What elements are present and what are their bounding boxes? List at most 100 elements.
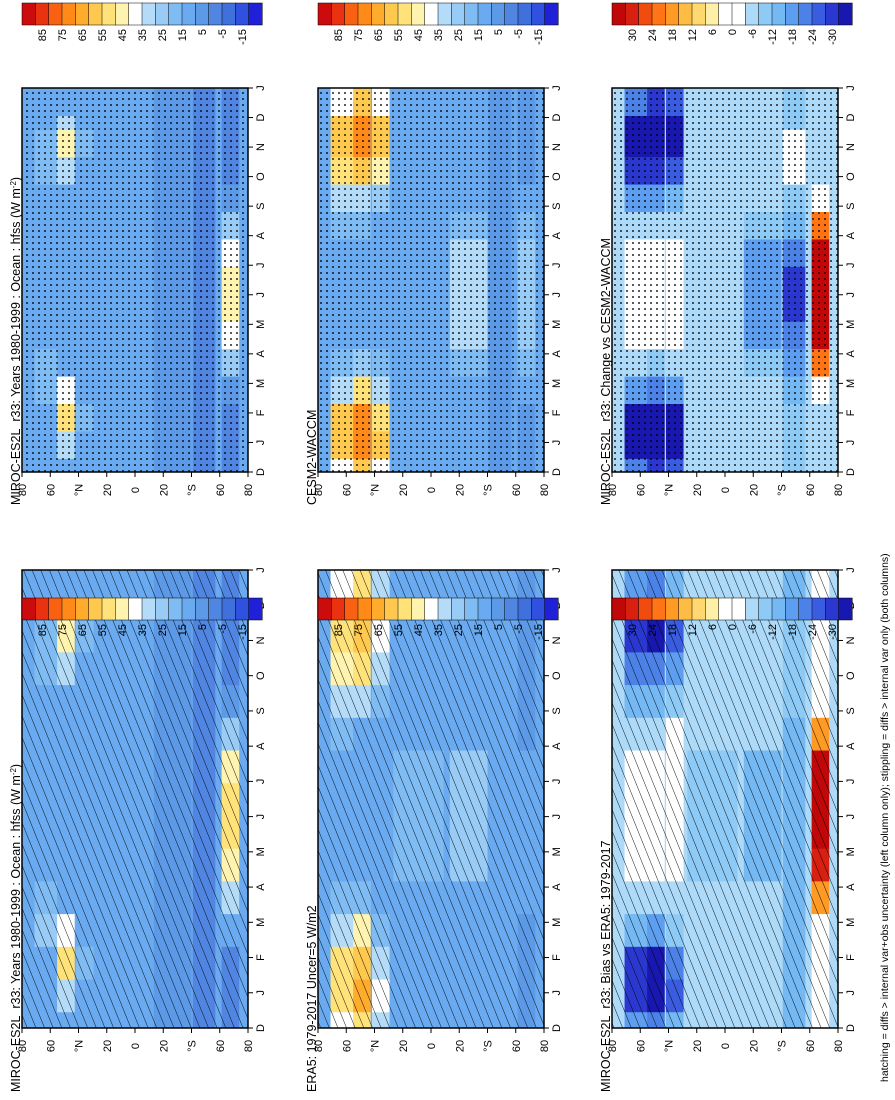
month-tick-label: A [255, 350, 267, 358]
colorbar-label: 0 [727, 624, 739, 630]
month-tick-label: J [551, 292, 563, 298]
month-tick-label: N [551, 636, 563, 644]
colorbar-swatch [181, 2, 196, 26]
colorbar-label: 15 [177, 624, 189, 636]
month-tick-label: J [845, 814, 857, 820]
month-tick-label: A [551, 350, 563, 358]
colorbar-swatch [195, 2, 210, 26]
month-tick-label: A [255, 231, 267, 239]
colorbar-swatch [35, 2, 50, 26]
colorbar-label: -24 [807, 624, 819, 640]
lat-tick-label: 20 [102, 484, 114, 496]
colorbar-swatch [61, 2, 76, 26]
colorbar-swatch [424, 2, 439, 26]
colorbar-swatch [651, 597, 666, 621]
colorbar-label: -24 [807, 29, 819, 45]
colorbar-swatch [811, 597, 826, 621]
colorbar-label: 85 [37, 29, 49, 41]
colorbar-swatch [155, 2, 170, 26]
colorbar-swatch [665, 597, 680, 621]
colorbar-label: -15 [533, 29, 545, 45]
month-tick-label: F [255, 954, 267, 961]
month-tick-label: O [255, 172, 267, 181]
colorbar-swatch [491, 597, 506, 621]
colorbar-label: 24 [647, 624, 659, 636]
colorbar-swatch [451, 597, 466, 621]
colorbar-swatch [384, 2, 399, 26]
colorbar-swatch [141, 2, 156, 26]
colorbar-label: 35 [137, 29, 149, 41]
colorbar-label: 25 [453, 624, 465, 636]
lat-tick-label: 20 [158, 484, 170, 496]
colorbar-swatch [705, 2, 720, 26]
month-tick-label: J [845, 85, 857, 91]
colorbar-swatch [181, 597, 196, 621]
month-tick-label: D [551, 1024, 563, 1032]
colorbar-swatch [517, 2, 532, 26]
colorbar-label: 6 [707, 29, 719, 35]
colorbar-label: -5 [217, 29, 229, 39]
colorbar-swatch [544, 2, 559, 26]
colorbar-swatch [221, 2, 236, 26]
lat-tick-label: 20 [454, 1040, 466, 1052]
lat-tick-label: 80 [17, 1040, 29, 1052]
colorbar-label: 55 [97, 29, 109, 41]
lat-tick-label: 0 [720, 487, 732, 493]
colorbar-swatch [331, 2, 346, 26]
lat-tick-label: 20 [748, 484, 760, 496]
colorbar-swatch [168, 2, 183, 26]
month-tick-label: A [845, 350, 857, 358]
lat-tick-label: °N [74, 1040, 86, 1052]
stippling-overlay [612, 88, 838, 472]
colorbar-label: 65 [77, 29, 89, 41]
month-tick-label: S [255, 202, 267, 209]
colorbar-swatch [331, 597, 346, 621]
lat-tick-label: 80 [607, 1040, 619, 1052]
lat-tick-label: 60 [341, 1040, 353, 1052]
colorbar-swatch [397, 2, 412, 26]
stippling-overlay [318, 88, 544, 472]
colorbar-label: 18 [667, 624, 679, 636]
month-tick-label: J [255, 779, 267, 785]
colorbar-swatch [437, 2, 452, 26]
colorbar-label: 65 [77, 624, 89, 636]
colorbar-swatch [477, 2, 492, 26]
lat-tick-label: 60 [805, 484, 817, 496]
month-tick-label: A [845, 231, 857, 239]
lat-tick-label: °S [483, 484, 495, 496]
month-tick-label: N [845, 636, 857, 644]
colorbar-label: 12 [687, 624, 699, 636]
colorbar-label: 5 [493, 29, 505, 35]
lat-tick-label: 60 [805, 1040, 817, 1052]
lat-tick-label: 80 [833, 484, 845, 496]
lat-tick-label: °S [777, 484, 789, 496]
colorbar-label: 35 [433, 29, 445, 41]
month-tick-label: F [551, 409, 563, 416]
month-tick-label: J [255, 262, 267, 268]
colorbar-swatch [758, 2, 773, 26]
month-tick-label: F [845, 409, 857, 416]
panel-title: MIROC-ES2L_r33: Bias vs ERA5: 1979-2017 [599, 840, 613, 1092]
panel-title: CESM2-WACCM [305, 410, 319, 505]
month-tick-label: M [845, 320, 857, 329]
panel-p5: 8060°N20020°S6080DJFMAMJJASONDJMIROC-ES2… [599, 567, 857, 1092]
lat-tick-label: 60 [635, 484, 647, 496]
colorbar-swatch [168, 597, 183, 621]
colorbar-swatch [75, 597, 90, 621]
month-tick-label: M [255, 320, 267, 329]
colorbar-label: 55 [393, 29, 405, 41]
colorbar-swatch [371, 2, 386, 26]
colorbar-label: 30 [627, 624, 639, 636]
lat-tick-label: 80 [243, 1040, 255, 1052]
colorbar-label: 85 [37, 624, 49, 636]
panels-root: 8060°N20020°S6080DJFMAMJJASONDJMIROC-ES2… [9, 2, 857, 1092]
colorbar-swatch [798, 2, 813, 26]
colorbar-swatch [718, 2, 733, 26]
colorbar-swatch [101, 2, 116, 26]
colorbar-label: 25 [453, 29, 465, 41]
colorbar-swatch [451, 2, 466, 26]
month-tick-label: J [551, 440, 563, 446]
colorbar-label: 5 [493, 624, 505, 630]
colorbar-label: 15 [473, 29, 485, 41]
